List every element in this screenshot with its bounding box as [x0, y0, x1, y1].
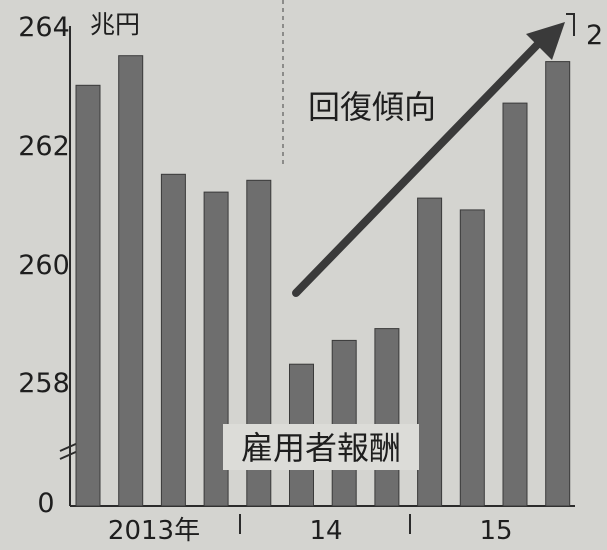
- bar: [459, 209, 485, 507]
- annotation-backdrop: [302, 86, 442, 126]
- y-tick-label: 258: [18, 368, 70, 399]
- y-unit-label: 兆円: [90, 10, 140, 39]
- x-group-label-15: 15: [479, 516, 512, 546]
- bar: [118, 55, 144, 507]
- bars-group: [75, 55, 571, 507]
- bar: [160, 173, 186, 507]
- bar: [374, 328, 400, 507]
- right-bracket: [566, 13, 575, 36]
- bar: [75, 84, 101, 507]
- series-label-box: [223, 424, 419, 470]
- axis-break-mark: [59, 442, 79, 460]
- series-label: 雇用者報酬: [241, 429, 401, 467]
- x-group-label-2013: 2013年: [108, 516, 200, 546]
- y-tick-label: 262: [18, 131, 70, 162]
- bar: [331, 339, 357, 507]
- y-tick-label: 264: [18, 12, 70, 43]
- x-group-label-14: 14: [309, 516, 342, 546]
- bar: [502, 102, 528, 507]
- trend-arrow-shaft: [292, 40, 542, 297]
- right-cutoff-label: 2: [586, 20, 603, 51]
- bar: [417, 197, 443, 507]
- trend-annotation: 回復傾向: [308, 88, 436, 126]
- trend-arrow-head: [526, 22, 565, 60]
- y-tick-label: 260: [18, 250, 70, 281]
- y-tick-label: 0: [37, 488, 54, 519]
- trend-arrow: [292, 22, 565, 297]
- bar: [545, 61, 571, 507]
